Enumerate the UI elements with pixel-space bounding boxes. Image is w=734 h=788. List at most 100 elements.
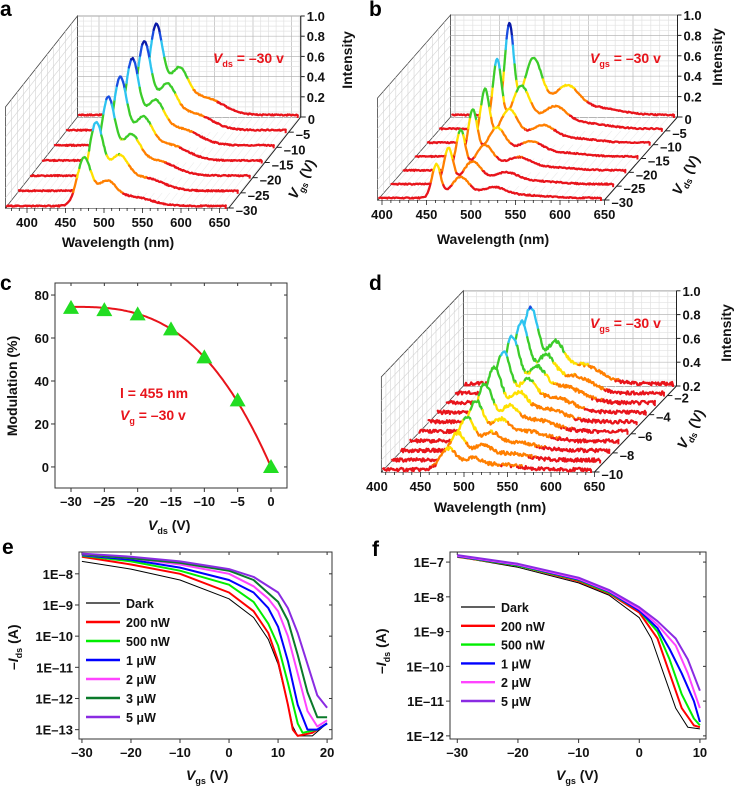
panel-letter-f: f	[372, 538, 380, 561]
spectrum-curve-segment	[515, 319, 529, 339]
a-xlabel: Wavelength (nm)	[62, 234, 174, 250]
y-tick-label: 0	[42, 460, 49, 475]
spectrum-curve-segment	[494, 57, 501, 71]
spectrum-curve-segment	[480, 87, 491, 109]
x-tick-label: 650	[594, 207, 616, 222]
legend-label: 1 μW	[501, 657, 531, 671]
x-tick-label: 600	[170, 215, 192, 230]
spectrum-occlusion-fill	[6, 157, 226, 208]
side-wall-gridline	[377, 45, 451, 129]
spectrum-curve-segment	[507, 21, 514, 38]
spectrum-curve-segment	[481, 408, 490, 424]
side-wall-gridline	[5, 66, 78, 158]
x-tick-label: 0	[636, 745, 643, 760]
x-tick-label: –10	[568, 745, 590, 760]
spectrum-curve-segment	[555, 382, 594, 401]
x-tick-label: 10	[271, 745, 285, 760]
x-tick-label: –25	[93, 494, 115, 509]
legend-label: 200 nW	[501, 620, 545, 634]
spectrum-curve-segment	[591, 395, 598, 401]
spectrum-curve-segment	[442, 183, 454, 191]
side-wall-gridline	[5, 56, 78, 148]
data-point-triangle	[129, 306, 146, 321]
spectrum-curve-segment	[72, 176, 79, 194]
spectrum-curve-segment	[378, 180, 433, 200]
spectrum-curve-segment	[130, 56, 136, 63]
depth-tick-label: –30	[612, 195, 634, 210]
legend-label: 5 μW	[501, 695, 531, 709]
spectrum-curve-segment	[455, 131, 460, 142]
z-tick-label: 1.0	[307, 9, 325, 24]
x-tick-label: 450	[416, 207, 438, 222]
data-point-triangle	[196, 349, 213, 364]
b-annotation: Vgs = –30 v	[590, 50, 661, 69]
spectrum-curve-segment	[475, 119, 480, 132]
x-tick-label: –30	[71, 745, 93, 760]
panel-letter-c: c	[0, 272, 12, 295]
side-wall-gridline	[377, 96, 451, 180]
spectrum-curve-segment	[467, 116, 472, 130]
spectrum-curve-segment	[525, 90, 533, 105]
d-xlabel: Wavelength (nm)	[434, 499, 546, 515]
spectrum-curve-segment	[105, 95, 113, 106]
spectrum-curve-segment	[482, 169, 615, 186]
spectrum-curve-segment	[126, 103, 152, 127]
spectrum-curve-segment	[501, 69, 506, 82]
spectrum-curve-segment	[491, 63, 497, 88]
spectrum-curve-segment	[514, 115, 527, 131]
data-point-triangle	[229, 392, 246, 407]
spectrum-occlusion-fill	[391, 147, 614, 187]
depth-tick-label: –5	[672, 126, 686, 141]
y-tick-label: 60	[35, 331, 49, 346]
spectrum-curve-segment	[457, 128, 465, 137]
panel-f-plot: –30 –20 –10 0 10 1E–7 1E–8 1E–9 1E–10 1E–11 1E–12 D…	[406, 551, 707, 760]
spectrum-curve-segment	[617, 379, 675, 387]
spectrum-curve-segment	[122, 192, 227, 208]
spectrum-series	[5, 155, 227, 209]
spectrum-curve-segment	[123, 132, 139, 142]
spectrum-curve-segment	[552, 361, 567, 378]
spectrum-curve-segment	[100, 134, 108, 157]
spectrum-curve-segment	[453, 139, 459, 156]
spectrum-curve-segment	[192, 88, 219, 104]
spectrum-curve-segment	[542, 392, 586, 411]
depth-axis	[594, 385, 677, 473]
spectrum-occlusion-fill	[18, 122, 238, 193]
spectrum-occlusion-fill	[78, 23, 298, 118]
legend-label: 500 nW	[126, 635, 170, 649]
spectrum-series	[402, 128, 627, 174]
spectrum-curve-segment	[495, 155, 519, 163]
e-ylabel: –Ids (A)	[5, 624, 24, 670]
spectrum-curve-segment	[500, 350, 509, 359]
spectrum-curve-segment	[506, 420, 553, 440]
spectrum-curve-segment	[105, 152, 121, 161]
x-tick-label: –30	[60, 494, 82, 509]
spectrum-curve-segment	[141, 148, 167, 164]
spectrum-occlusion-fill	[42, 76, 262, 163]
series-line	[81, 553, 328, 728]
z-tick-label: 0.8	[684, 28, 702, 43]
side-wall-gridline	[5, 36, 78, 128]
spectrum-curve-segment	[113, 84, 119, 101]
side-wall-gridline	[5, 76, 78, 168]
side-wall-gridline	[377, 65, 451, 150]
spectrum-curve-segment	[400, 444, 452, 454]
spectrum-curve-segment	[158, 31, 163, 43]
spectrum-curve-segment	[506, 356, 516, 384]
side-wall-gridline	[377, 55, 451, 139]
z-tick-label: 0.8	[683, 308, 701, 323]
spectrum-curve-segment	[91, 120, 103, 137]
z-tick-label: 0.6	[683, 331, 701, 346]
spectrum-occlusion-fill	[452, 23, 674, 117]
spectrum-curve-segment	[115, 75, 126, 90]
side-wall-gridline	[5, 96, 78, 188]
spectrum-curve-segment	[530, 402, 576, 421]
spectrum-curve-segment	[141, 40, 149, 48]
spectrum-curve-segment	[136, 73, 141, 89]
spectrum-curve-segment	[530, 308, 540, 331]
x-tick-label: 400	[371, 207, 393, 222]
spectrum-curve-segment	[522, 139, 540, 145]
side-wall-gridline	[381, 350, 464, 437]
series-line	[81, 555, 328, 737]
c-xlabel: Vds (V)	[148, 517, 190, 536]
